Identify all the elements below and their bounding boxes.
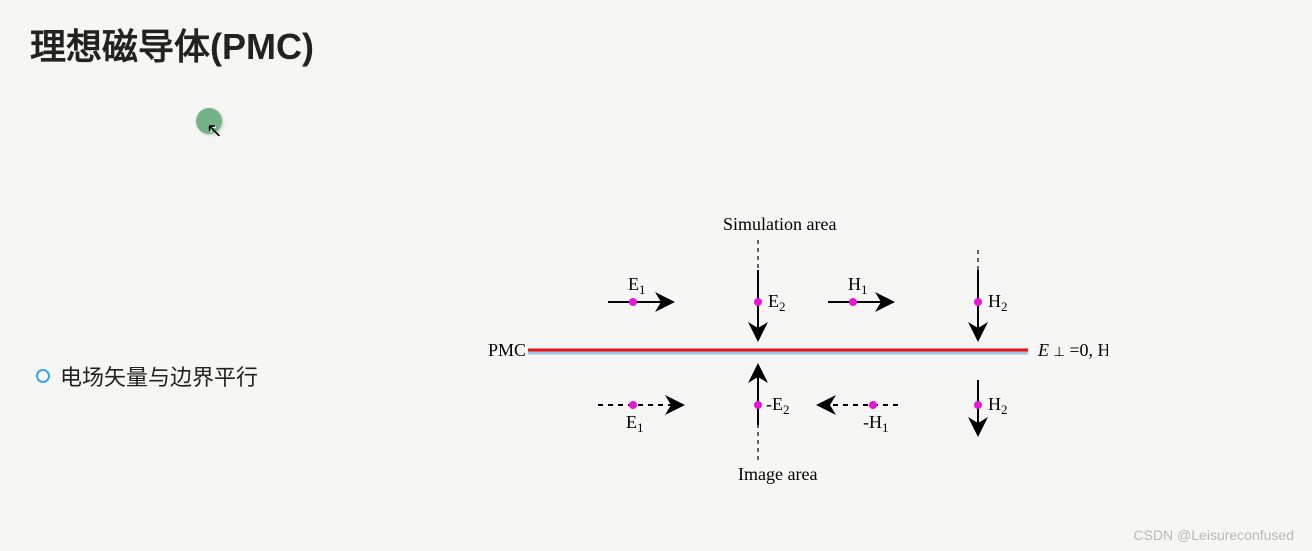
slide-title: 理想磁导体(PMC) bbox=[30, 18, 314, 70]
vector-dot bbox=[754, 298, 762, 306]
vector-dot bbox=[849, 298, 857, 306]
boundary-equation: E ⊥ =0, H//=0 bbox=[1037, 340, 1108, 360]
simulation-area-label: Simulation area bbox=[723, 214, 836, 234]
bullet-row: 电场矢量与边界平行 bbox=[36, 360, 258, 392]
vector-label: H1 bbox=[848, 274, 868, 297]
pmc-diagram: E1 E2 H1 H2 E1 -E2 -H1 H2 PMC Simulation area Imag… bbox=[468, 210, 1108, 500]
vector-dot bbox=[754, 401, 762, 409]
vector-dot bbox=[869, 401, 877, 409]
image-area-label: Image area bbox=[738, 464, 817, 484]
vector-dot bbox=[629, 401, 637, 409]
vector-dot bbox=[974, 401, 982, 409]
bullet-text: 电场矢量与边界平行 bbox=[60, 360, 258, 392]
watermark: CSDN @Leisureconfused bbox=[1133, 527, 1294, 543]
vector-dot bbox=[974, 298, 982, 306]
cursor-arrow-icon: ↖ bbox=[206, 118, 223, 143]
bullet-ring-icon bbox=[36, 369, 50, 383]
vector-label: E2 bbox=[768, 291, 786, 314]
vector-label: E1 bbox=[626, 412, 644, 435]
pmc-label: PMC bbox=[488, 340, 526, 360]
vector-label: -H1 bbox=[863, 412, 889, 435]
vector-label: -E2 bbox=[766, 394, 790, 417]
vector-dot bbox=[629, 298, 637, 306]
vector-label: H2 bbox=[988, 394, 1008, 417]
vector-label: H2 bbox=[988, 291, 1008, 314]
vector-label: E1 bbox=[628, 274, 646, 297]
